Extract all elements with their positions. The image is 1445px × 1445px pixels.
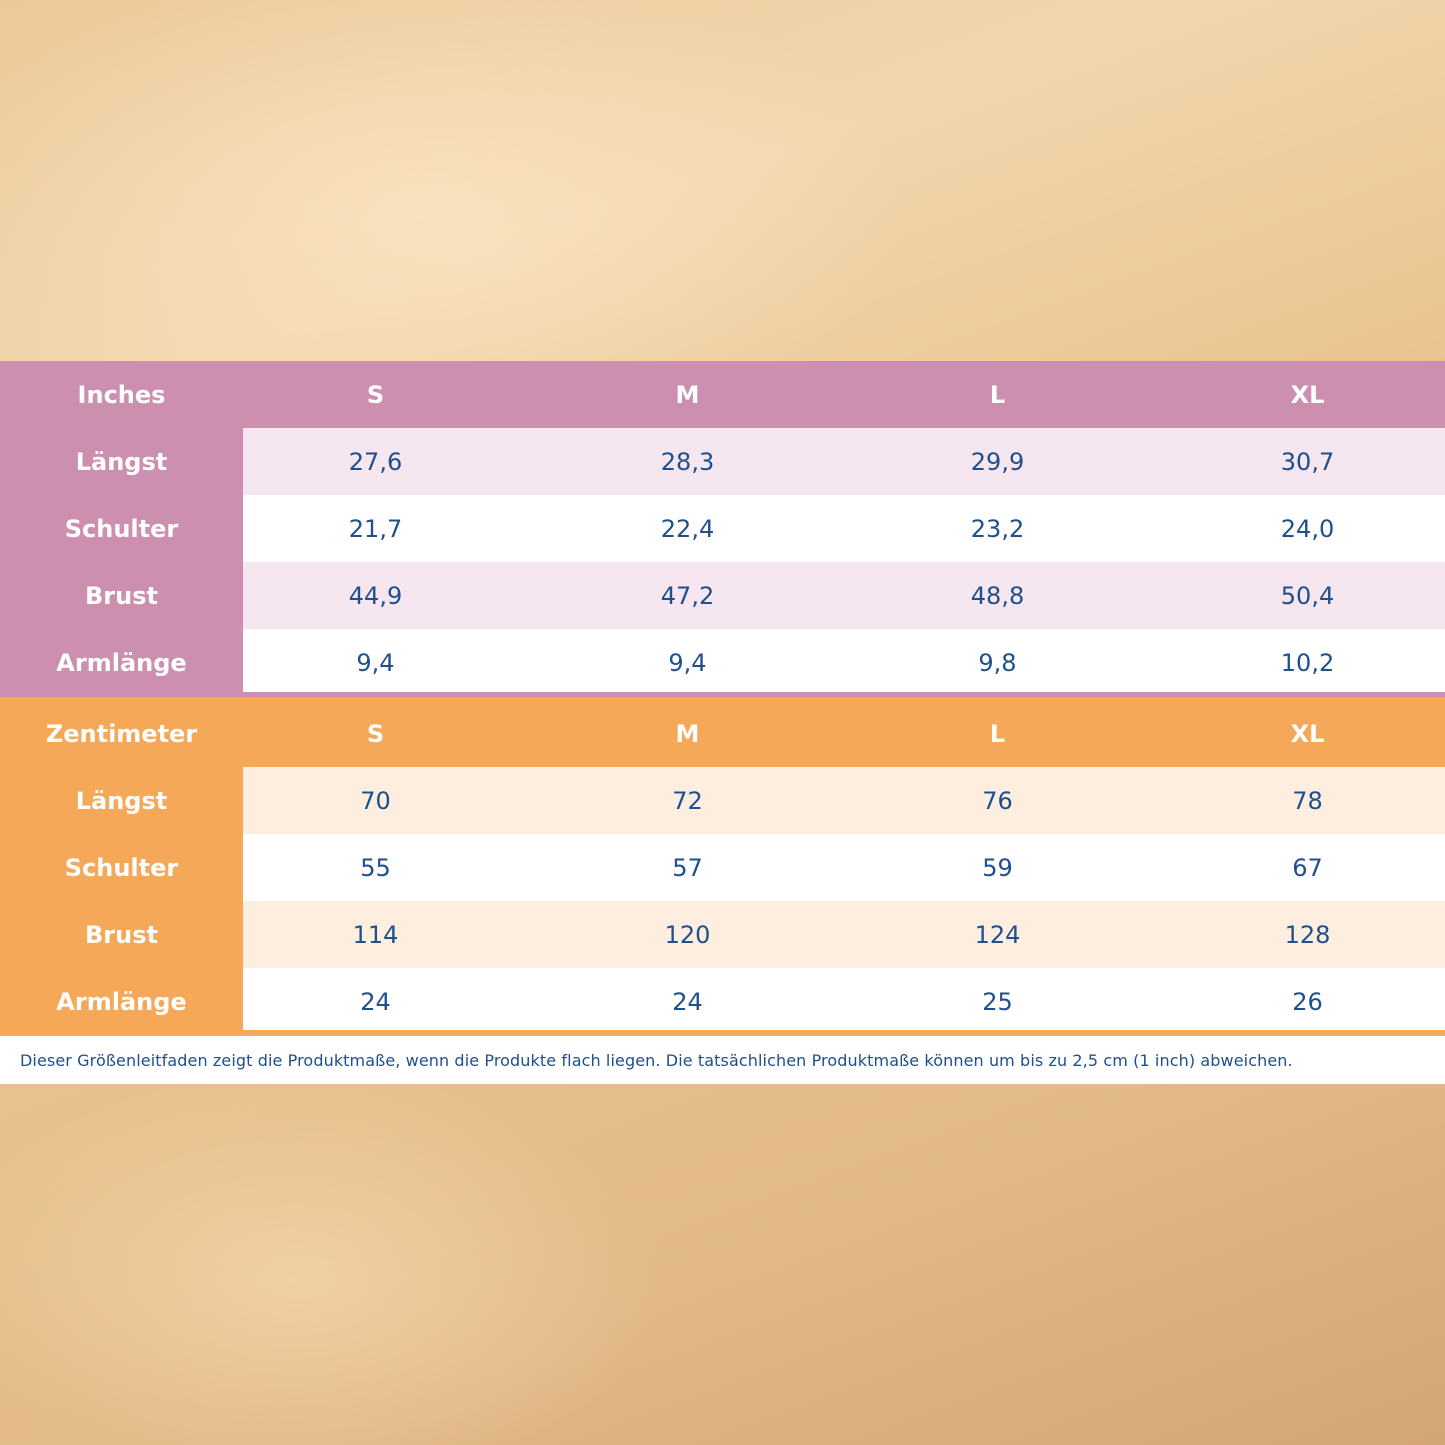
size-header-m: M bbox=[675, 719, 700, 748]
row-band bbox=[243, 901, 1445, 968]
value-cell: 9,4 bbox=[668, 648, 707, 677]
value-cell: 57 bbox=[672, 853, 703, 882]
row-label: Längst bbox=[75, 786, 168, 815]
value-cell: 44,9 bbox=[348, 581, 403, 610]
value-cell: 70 bbox=[360, 786, 391, 815]
value-cell: 29,9 bbox=[970, 447, 1025, 476]
value-cell: 78 bbox=[1292, 786, 1323, 815]
value-cell: 120 bbox=[664, 920, 711, 949]
size-guide-note: Dieser Größenleitfaden zeigt die Produkt… bbox=[0, 1036, 1445, 1084]
value-cell: 9,8 bbox=[978, 648, 1017, 677]
value-cell: 21,7 bbox=[348, 514, 403, 543]
table-row: Schulter 21,7 22,4 23,2 24,0 bbox=[0, 495, 1445, 562]
row-band bbox=[243, 495, 1445, 562]
value-cell: 10,2 bbox=[1280, 648, 1335, 677]
size-header-m: M bbox=[675, 380, 700, 409]
cm-title: Zentimeter bbox=[45, 719, 198, 748]
table-row: Brust 114 120 124 128 bbox=[0, 901, 1445, 968]
value-cell: 28,3 bbox=[660, 447, 715, 476]
row-band bbox=[243, 562, 1445, 629]
row-band bbox=[243, 767, 1445, 834]
value-cell: 23,2 bbox=[970, 514, 1025, 543]
table-row: Schulter 55 57 59 67 bbox=[0, 834, 1445, 901]
row-label: Armlänge bbox=[56, 648, 187, 677]
value-cell: 27,6 bbox=[348, 447, 403, 476]
value-cell: 76 bbox=[982, 786, 1013, 815]
row-band bbox=[243, 629, 1445, 692]
size-header-l: L bbox=[989, 719, 1006, 748]
table-row: Längst 27,6 28,3 29,9 30,7 bbox=[0, 428, 1445, 495]
size-header-xl: XL bbox=[1290, 719, 1325, 748]
table-row: Längst 70 72 76 78 bbox=[0, 767, 1445, 834]
cm-header-row: Zentimeter S M L XL bbox=[0, 700, 1445, 767]
table-row: Armlänge 9,4 9,4 9,8 10,2 bbox=[0, 629, 1445, 692]
row-band bbox=[243, 428, 1445, 495]
value-cell: 72 bbox=[672, 786, 703, 815]
row-label: Schulter bbox=[64, 853, 179, 882]
value-cell: 128 bbox=[1284, 920, 1331, 949]
value-cell: 30,7 bbox=[1280, 447, 1335, 476]
inches-table: Inches S M L XL Längst 27,6 28,3 29,9 30… bbox=[0, 361, 1445, 697]
row-label: Brust bbox=[85, 581, 158, 610]
inches-header-row: Inches S M L XL bbox=[0, 361, 1445, 428]
size-header-l: L bbox=[989, 380, 1006, 409]
centimeters-table: Zentimeter S M L XL Längst 70 72 76 78 S… bbox=[0, 697, 1445, 1036]
value-cell: 124 bbox=[974, 920, 1021, 949]
value-cell: 114 bbox=[352, 920, 399, 949]
table-row: Brust 44,9 47,2 48,8 50,4 bbox=[0, 562, 1445, 629]
row-label: Schulter bbox=[64, 514, 179, 543]
size-header-s: S bbox=[366, 719, 385, 748]
value-cell: 24,0 bbox=[1280, 514, 1335, 543]
value-cell: 9,4 bbox=[356, 648, 395, 677]
value-cell: 24 bbox=[360, 987, 391, 1016]
row-label: Armlänge bbox=[56, 987, 187, 1016]
value-cell: 50,4 bbox=[1280, 581, 1335, 610]
inches-title: Inches bbox=[77, 380, 166, 409]
value-cell: 47,2 bbox=[660, 581, 715, 610]
value-cell: 48,8 bbox=[970, 581, 1025, 610]
size-header-s: S bbox=[366, 380, 385, 409]
value-cell: 26 bbox=[1292, 987, 1323, 1016]
value-cell: 24 bbox=[672, 987, 703, 1016]
value-cell: 67 bbox=[1292, 853, 1323, 882]
row-band bbox=[243, 968, 1445, 1030]
table-row: Armlänge 24 24 25 26 bbox=[0, 968, 1445, 1030]
value-cell: 25 bbox=[982, 987, 1013, 1016]
row-label: Längst bbox=[75, 447, 168, 476]
value-cell: 22,4 bbox=[660, 514, 715, 543]
size-header-xl: XL bbox=[1290, 380, 1325, 409]
row-band bbox=[243, 834, 1445, 901]
row-label: Brust bbox=[85, 920, 158, 949]
value-cell: 59 bbox=[982, 853, 1013, 882]
value-cell: 55 bbox=[360, 853, 391, 882]
